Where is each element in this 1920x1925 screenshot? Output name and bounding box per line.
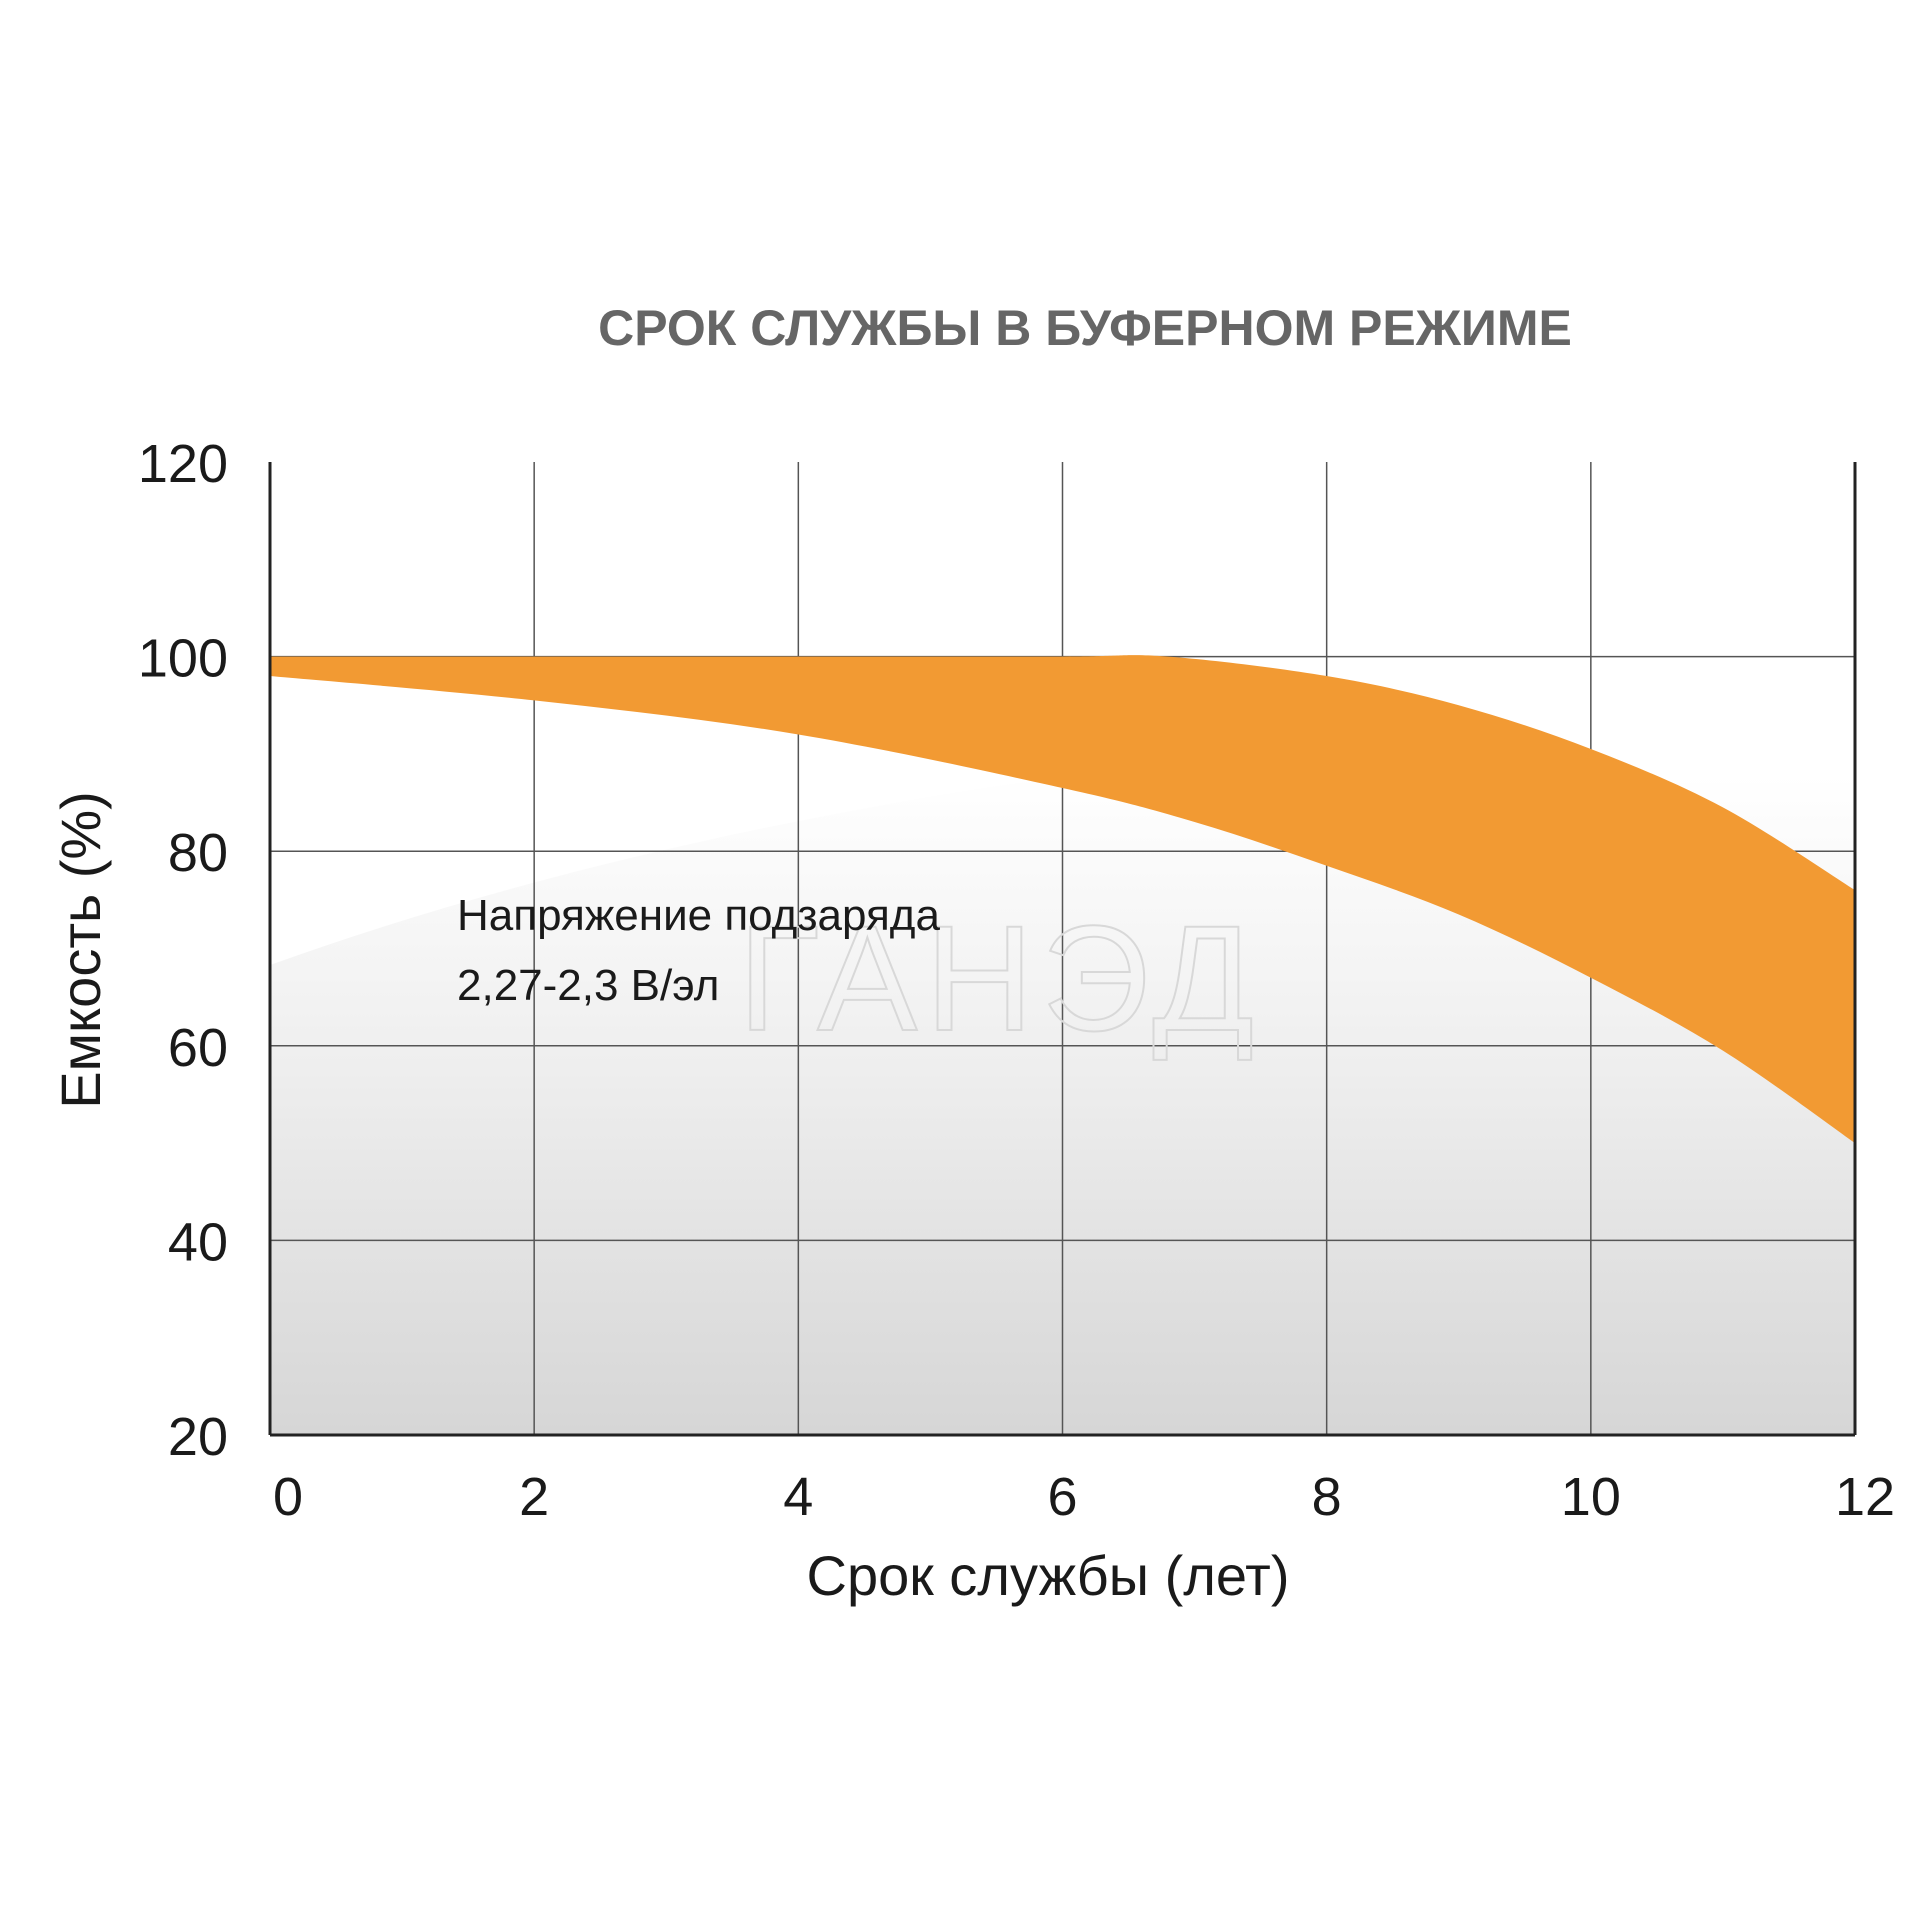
axes bbox=[268, 462, 1857, 1437]
y-tick-label: 60 bbox=[168, 1018, 228, 1078]
x-tick-labels: 0 2 4 6 8 10 12 bbox=[273, 1467, 1895, 1527]
y-tick-label: 100 bbox=[138, 629, 228, 689]
x-tick-label: 8 bbox=[1312, 1467, 1342, 1527]
y-tick-labels: 120 100 80 60 40 20 bbox=[138, 434, 228, 1467]
x-tick-label: 10 bbox=[1561, 1467, 1621, 1527]
x-tick-label: 0 bbox=[273, 1467, 303, 1527]
y-tick-label: 40 bbox=[168, 1212, 228, 1272]
x-tick-label: 2 bbox=[519, 1467, 549, 1527]
y-tick-label: 20 bbox=[168, 1407, 228, 1467]
chart-title: СРОК СЛУЖБЫ В БУФЕРНОМ РЕЖИМЕ bbox=[598, 300, 1572, 356]
y-axis-label: Емкость (%) bbox=[49, 791, 112, 1109]
y-tick-label: 80 bbox=[168, 823, 228, 883]
x-tick-label: 12 bbox=[1835, 1467, 1895, 1527]
grid-lines bbox=[270, 462, 1856, 1435]
x-tick-label: 4 bbox=[783, 1467, 813, 1527]
annotation-line-2: 2,27-2,3 В/эл bbox=[457, 961, 719, 1010]
x-axis-label: Срок службы (лет) bbox=[807, 1544, 1290, 1607]
x-tick-label: 6 bbox=[1047, 1467, 1077, 1527]
watermark-text: ГАНЭД bbox=[738, 894, 1262, 1062]
capacity-band bbox=[270, 655, 1855, 1144]
y-tick-label: 120 bbox=[138, 434, 228, 494]
annotation-line-1: Напряжение подзаряда bbox=[457, 891, 940, 940]
